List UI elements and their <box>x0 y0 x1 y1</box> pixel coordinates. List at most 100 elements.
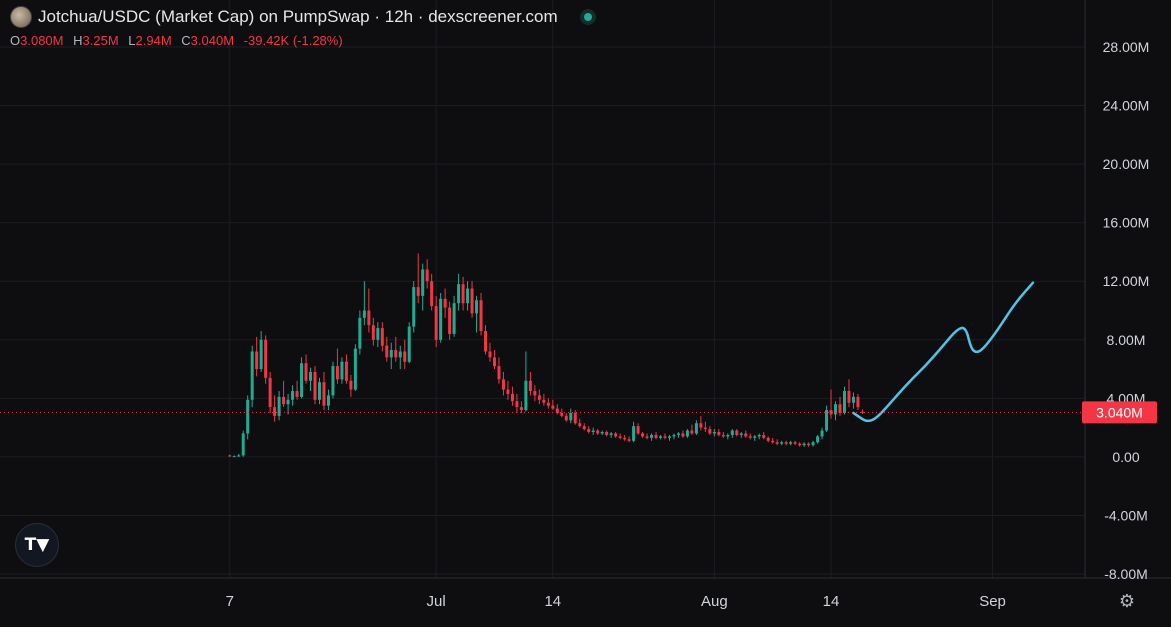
candle <box>358 310 362 355</box>
x-tick-label: 7 <box>226 593 234 610</box>
candle <box>394 336 398 362</box>
candle <box>650 433 654 441</box>
candle-body <box>484 330 488 352</box>
tradingview-logo-icon[interactable]: T▼ <box>15 523 59 567</box>
candle-body <box>703 427 707 430</box>
candle <box>753 434 757 441</box>
candle <box>735 429 739 437</box>
candle-series <box>228 253 864 458</box>
candle-body <box>690 430 694 434</box>
candle-body <box>286 399 290 405</box>
candle <box>528 371 532 396</box>
candle-body <box>663 436 667 438</box>
close-value: 3.040M <box>190 33 235 48</box>
candle-body <box>537 395 541 400</box>
candle-body <box>807 443 811 446</box>
candle <box>488 342 492 362</box>
candle <box>587 426 591 434</box>
x-tick-label: Jul <box>427 593 446 610</box>
x-axis[interactable]: 7 Jul 14 Aug 14 Sep <box>226 593 1006 610</box>
y-tick-label: 28.00M <box>1103 39 1150 55</box>
open-value: 3.080M <box>20 33 64 48</box>
candle-body <box>766 437 770 441</box>
candle-body <box>380 328 384 346</box>
candle-body <box>676 433 680 435</box>
candle-body <box>802 443 806 446</box>
high-key: H <box>73 33 83 48</box>
candle <box>748 433 752 440</box>
candle <box>457 273 461 311</box>
candle-body <box>528 380 532 392</box>
candle <box>492 350 496 370</box>
candle <box>605 430 609 437</box>
candle <box>825 405 829 433</box>
candle-body <box>291 391 295 400</box>
y-tick-label: 8.00M <box>1107 332 1146 348</box>
candle <box>300 357 304 399</box>
candle <box>851 392 855 409</box>
candle <box>726 433 730 440</box>
candle <box>699 415 703 431</box>
candle-body <box>744 433 748 437</box>
candle <box>533 385 537 402</box>
candle-body <box>367 310 371 326</box>
candle <box>703 421 707 433</box>
candle <box>335 348 339 384</box>
candle-body <box>685 430 689 437</box>
high-value: 3.25M <box>82 33 119 48</box>
candle-body <box>793 442 797 444</box>
candle-body <box>798 443 802 446</box>
candle-body <box>551 405 555 409</box>
candle-body <box>237 455 241 457</box>
candle-body <box>789 442 793 444</box>
candle-body <box>452 303 456 334</box>
candle-body <box>407 326 411 362</box>
candle-body <box>681 433 685 437</box>
candle <box>847 379 851 408</box>
candle <box>789 440 793 446</box>
candle-body <box>573 412 577 424</box>
y-tick-label: -8.00M <box>1104 566 1148 582</box>
candle <box>690 424 694 435</box>
candle <box>654 432 658 440</box>
candle-body <box>555 408 559 413</box>
candle-body <box>560 412 564 416</box>
candle-body <box>587 429 591 433</box>
candle <box>614 432 618 438</box>
candle-body <box>340 361 344 380</box>
candle <box>766 436 770 443</box>
candle <box>510 386 514 406</box>
candle <box>497 357 501 384</box>
candle-body <box>470 288 474 314</box>
candle-body <box>430 281 434 307</box>
y-axis[interactable]: 28.00M24.00M20.00M16.00M12.00M8.00M4.00M… <box>1103 39 1150 582</box>
candle <box>466 281 470 311</box>
candle <box>676 432 680 438</box>
candle <box>582 423 586 431</box>
candle-body <box>492 357 496 367</box>
candle <box>317 377 321 405</box>
candle <box>551 399 555 411</box>
candle <box>600 430 604 435</box>
candle <box>434 295 438 348</box>
candle <box>376 322 380 348</box>
candle <box>829 389 833 419</box>
candle <box>762 432 766 440</box>
candle <box>632 421 636 443</box>
candle-body <box>344 361 348 381</box>
candle-body <box>596 430 600 434</box>
candle-body <box>466 288 470 304</box>
candle-body <box>475 300 479 314</box>
candle <box>295 380 299 400</box>
candle-body <box>371 325 375 340</box>
candle <box>807 442 811 447</box>
candle <box>730 429 734 438</box>
candle <box>479 292 483 336</box>
low-key: L <box>128 33 136 48</box>
candle <box>537 389 541 405</box>
settings-gear-icon[interactable]: ⚙ <box>1118 591 1136 611</box>
candle <box>506 380 510 400</box>
candle-body <box>335 366 339 380</box>
candle <box>569 408 573 424</box>
